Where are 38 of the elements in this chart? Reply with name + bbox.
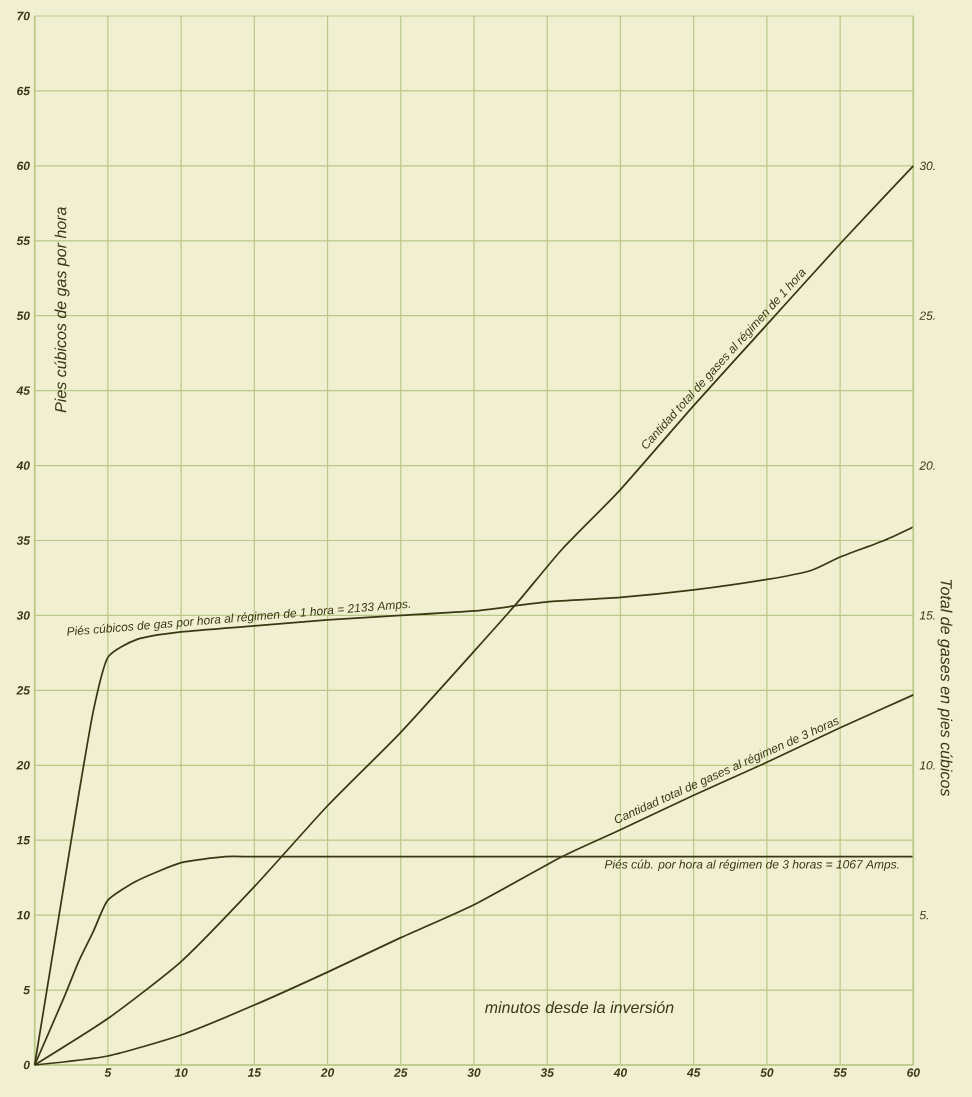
y2-tick-label: 5. xyxy=(919,910,928,920)
y-tick-label: 60 xyxy=(17,161,30,171)
y-tick-label: 70 xyxy=(17,11,30,21)
x-tick-label: 20 xyxy=(320,1068,335,1077)
x-tick-label: 30 xyxy=(467,1068,481,1077)
y-tick-label: 5 xyxy=(23,985,31,995)
series-label: Piés cúbicos de gas por hora al régimen de 1 hora = 2133 Amps. xyxy=(67,601,410,636)
y-tick-label: 20 xyxy=(16,761,30,770)
y2-tick-label: 30. xyxy=(919,161,935,171)
x-tick-label: 45 xyxy=(686,1068,701,1077)
x-tick-label: 55 xyxy=(833,1068,847,1077)
y-axis-title: Pies cúbicos de gas por hora xyxy=(54,207,70,413)
x-tick-label: 25 xyxy=(393,1068,408,1077)
y-tick-label: 45 xyxy=(16,386,31,395)
y2-tick-label: 20. xyxy=(919,461,935,470)
series-label: Piés cúb. por hora al régimen de 3 horas = 1067 Amps. xyxy=(604,859,899,871)
y2-axis-title: Total de gases en pies cúbicos xyxy=(937,579,953,797)
y-tick-label: 10 xyxy=(16,910,30,920)
y-tick-label: 35 xyxy=(16,536,31,545)
x-tick-label: 60 xyxy=(907,1068,920,1077)
y2-tick-label: 15. xyxy=(919,611,935,620)
y-tick-label: 65 xyxy=(17,86,31,96)
y-tick-label: 50 xyxy=(16,311,30,320)
y-tick-label: 40 xyxy=(16,461,30,470)
x-axis-title: minutos desde la inversión xyxy=(484,1001,674,1014)
y-tick-label: 15 xyxy=(16,836,31,845)
x-tick-label: 15 xyxy=(247,1068,262,1077)
y2-tick-label: 25. xyxy=(919,311,935,320)
x-tick-label: 40 xyxy=(613,1068,628,1077)
y-tick-label: 55 xyxy=(16,236,31,245)
y-tick-label: 0 xyxy=(23,1060,30,1070)
x-tick-label: 5 xyxy=(104,1068,112,1077)
y-tick-label: 30 xyxy=(16,611,30,620)
x-tick-label: 50 xyxy=(760,1068,774,1077)
x-tick-label: 10 xyxy=(174,1068,188,1077)
y2-tick-label: 10. xyxy=(919,761,935,770)
x-tick-label: 35 xyxy=(540,1068,555,1077)
y-tick-label: 25 xyxy=(16,686,31,695)
